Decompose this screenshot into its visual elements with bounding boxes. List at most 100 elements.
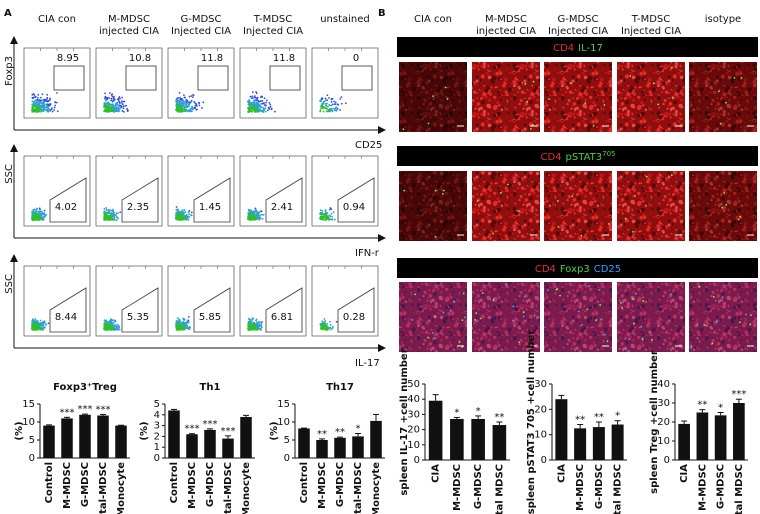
event-dot — [249, 326, 251, 328]
event-dot — [109, 209, 111, 212]
event-dot — [107, 108, 109, 111]
event-dot — [195, 105, 198, 107]
micrograph-shade — [544, 171, 612, 241]
event-dot — [182, 317, 185, 320]
event-dot — [270, 108, 273, 111]
event-dot — [251, 101, 254, 104]
event-dot — [254, 207, 257, 210]
header-line: Injected CIA — [243, 26, 303, 37]
event-dot — [339, 98, 342, 100]
y-tick-label: 2 — [154, 431, 160, 442]
arrow-head — [378, 126, 386, 134]
event-dot — [344, 102, 347, 105]
gate-value: 8.44 — [55, 312, 77, 323]
event-dot — [250, 107, 253, 110]
event-dot — [112, 96, 115, 99]
event-dot — [324, 326, 327, 328]
y-tick-label: 20 — [534, 404, 547, 415]
event-dot — [40, 108, 43, 111]
bar — [370, 420, 382, 458]
event-dot — [327, 105, 329, 108]
event-dot — [108, 215, 111, 218]
event-dot — [333, 107, 335, 110]
gate — [265, 177, 303, 223]
signal-dot — [481, 292, 484, 295]
signal-dot — [556, 200, 559, 202]
event-dot — [268, 102, 271, 104]
event-dot — [254, 96, 257, 99]
micrograph-shade — [689, 171, 757, 241]
event-dot — [108, 104, 111, 106]
event-dot — [188, 101, 191, 104]
event-dot — [45, 106, 48, 108]
event-dot — [247, 100, 249, 103]
event-dot — [258, 219, 261, 221]
event-dot — [261, 213, 264, 216]
signal-dot — [745, 313, 747, 316]
event-dot — [35, 218, 38, 221]
event-dot — [176, 317, 179, 319]
x-tick-label: Monocyte — [371, 462, 382, 514]
event-dot — [256, 328, 258, 331]
significance: * — [718, 403, 723, 414]
event-dot — [329, 207, 332, 209]
micrograph-shade — [617, 62, 685, 132]
stain-name: 705 — [602, 150, 615, 158]
signal-dot — [628, 338, 631, 341]
event-dot — [40, 215, 43, 218]
column-header: CIA con — [38, 14, 76, 25]
event-dot — [265, 101, 267, 104]
event-dot — [39, 217, 42, 220]
event-dot — [181, 111, 183, 113]
micrograph — [544, 282, 612, 352]
event-dot — [325, 104, 328, 107]
event-dot — [325, 108, 328, 110]
signal-dot — [633, 322, 635, 325]
gate — [265, 287, 303, 333]
event-dot — [112, 213, 115, 216]
event-dot — [326, 215, 329, 218]
y-tick-label: 10 — [407, 440, 420, 451]
event-dot — [188, 105, 190, 108]
event-dot — [253, 218, 256, 221]
event-dot — [179, 96, 181, 99]
event-dot — [190, 99, 193, 102]
event-dot — [250, 217, 252, 220]
event-dot — [176, 110, 179, 113]
event-dot — [177, 210, 180, 213]
event-dot — [256, 109, 258, 111]
event-dot — [114, 320, 117, 323]
x-tick-label: Total-MDSC — [223, 462, 234, 514]
x-tick-label: M-MDSC — [452, 464, 463, 511]
event-dot — [183, 324, 186, 327]
event-dot — [103, 102, 106, 105]
event-dot — [43, 98, 45, 101]
event-dot — [177, 96, 180, 99]
signal-dot — [492, 232, 494, 235]
event-dot — [258, 215, 261, 217]
event-dot — [253, 327, 256, 329]
event-dot — [325, 218, 327, 221]
y-axis-label: (%) — [14, 421, 25, 440]
bar — [471, 418, 485, 460]
signal-dot — [442, 189, 445, 192]
event-dot — [178, 328, 181, 331]
signal-dot — [577, 310, 580, 313]
micrograph — [689, 62, 757, 132]
event-dot — [319, 216, 322, 219]
event-dot — [122, 110, 125, 113]
event-dot — [107, 101, 109, 104]
event-dot — [110, 212, 113, 214]
signal-dot — [414, 293, 416, 296]
column-header: G-MDSC Injected CIA — [171, 14, 231, 37]
event-dot — [111, 215, 114, 218]
signal-dot — [512, 319, 515, 322]
event-dot — [110, 322, 112, 325]
event-dot — [247, 322, 250, 325]
event-dot — [193, 100, 196, 103]
event-dot — [179, 325, 182, 328]
bar — [97, 415, 109, 458]
signal-dot — [492, 299, 495, 302]
gate — [341, 65, 373, 91]
event-dot — [257, 211, 259, 214]
